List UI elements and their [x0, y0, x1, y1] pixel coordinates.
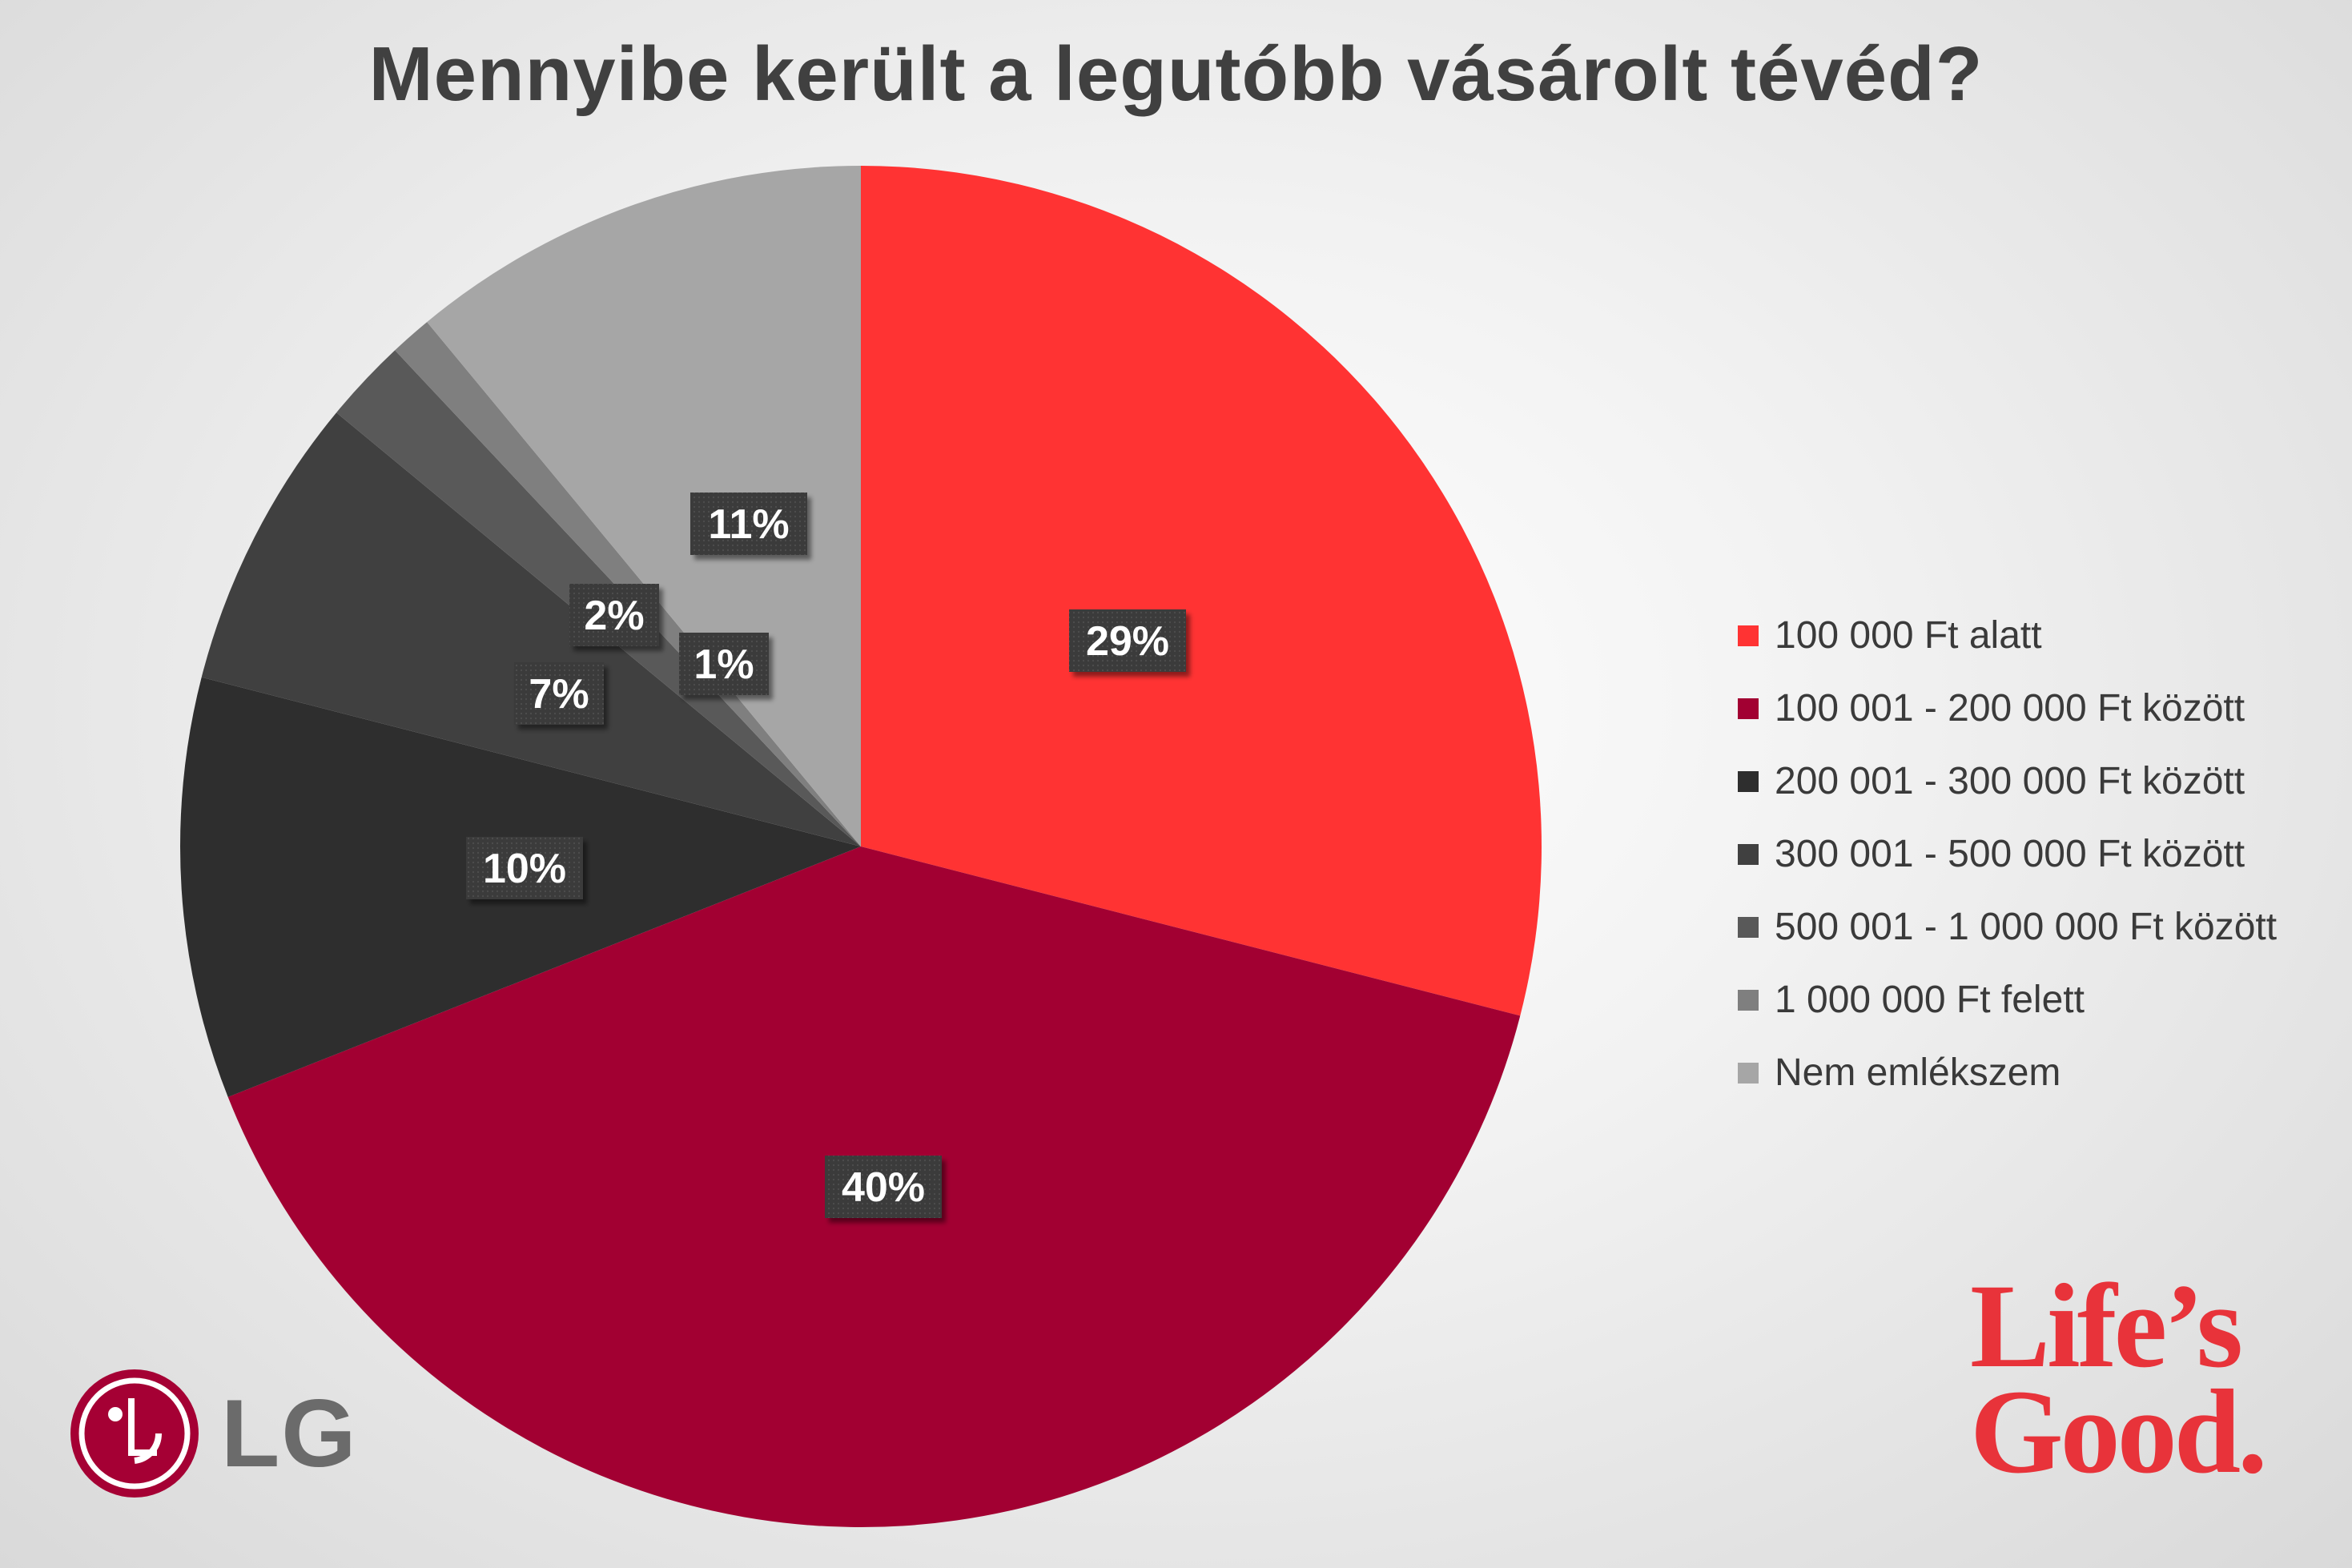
data-label-text: 29% [1086, 618, 1169, 665]
data-label-text: 10% [483, 846, 566, 892]
legend-label: 500 001 - 1 000 000 Ft között [1775, 906, 2278, 948]
slogan-line-2: Good. [1970, 1365, 2268, 1498]
legend-label: 300 001 - 500 000 Ft között [1775, 833, 2245, 875]
legend-item: 100 001 - 200 000 Ft között [1738, 672, 2277, 745]
data-label-text: 40% [842, 1164, 925, 1211]
legend-item: 1 000 000 Ft felett [1738, 963, 2277, 1036]
chart-legend: 100 000 Ft alatt 100 001 - 200 000 Ft köz… [1738, 599, 2277, 1109]
slogan-line-1: Life’s [1970, 1260, 2243, 1393]
data-label-box [690, 493, 807, 555]
data-label-box [825, 1156, 942, 1218]
data-label-box [466, 837, 583, 899]
data-label-text: 7% [529, 671, 589, 718]
legend-item: Nem emlékszem [1738, 1036, 2277, 1109]
legend-label: 100 000 Ft alatt [1775, 614, 2042, 657]
legend-label: 100 001 - 200 000 Ft között [1775, 687, 2245, 730]
data-label: 2% [569, 584, 659, 646]
data-label-box [679, 633, 769, 695]
legend-swatch [1738, 843, 1759, 865]
data-label: 40% [825, 1156, 942, 1218]
data-label: 10% [466, 837, 583, 899]
lg-face-icon [70, 1369, 199, 1498]
data-label-box [569, 584, 659, 646]
legend-label: Nem emlékszem [1775, 1051, 2061, 1094]
legend-item: 200 001 - 300 000 Ft között [1738, 745, 2277, 818]
data-label: 1% [679, 633, 769, 695]
legend-swatch [1738, 916, 1759, 938]
data-label-text: 11% [708, 501, 789, 548]
data-label: 29% [1069, 609, 1186, 672]
legend-label: 200 001 - 300 000 Ft között [1775, 760, 2245, 802]
legend-swatch [1738, 989, 1759, 1011]
data-label-box [1069, 609, 1186, 672]
legend-swatch [1738, 770, 1759, 792]
data-label-text: 1% [694, 641, 754, 688]
data-label-box [514, 662, 604, 725]
legend-item: 100 000 Ft alatt [1738, 599, 2277, 672]
legend-item: 500 001 - 1 000 000 Ft között [1738, 891, 2277, 963]
legend-swatch [1738, 1062, 1759, 1084]
legend-swatch [1738, 698, 1759, 719]
data-label: 11% [690, 493, 807, 555]
lg-logo: LG [70, 1369, 358, 1498]
legend-label: 1 000 000 Ft felett [1775, 979, 2085, 1021]
legend-swatch [1738, 625, 1759, 646]
lg-logo-text: LG [221, 1380, 358, 1487]
data-label: 7% [514, 662, 604, 725]
pie-slice [201, 412, 861, 846]
legend-item: 300 001 - 500 000 Ft között [1738, 818, 2277, 891]
lifes-good-slogan: Life’s Good. [1970, 1260, 2268, 1498]
data-label-text: 2% [584, 593, 644, 639]
pie-slice [861, 166, 1542, 1016]
chart-title: Mennyibe került a legutóbb vásárolt tévé… [368, 31, 1984, 117]
